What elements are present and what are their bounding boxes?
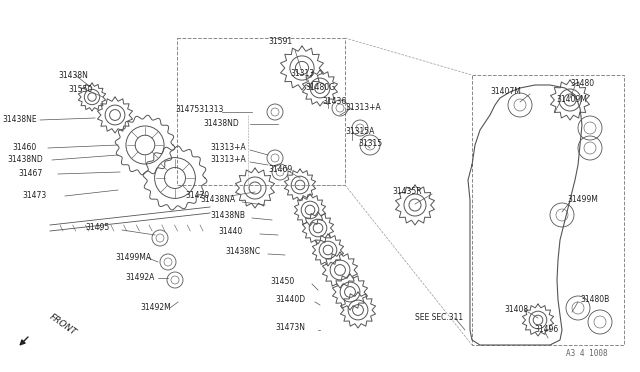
Text: 31435R: 31435R <box>392 187 422 196</box>
Text: 31467: 31467 <box>18 170 42 179</box>
Text: 31440D: 31440D <box>275 295 305 305</box>
Text: 31496: 31496 <box>534 326 558 334</box>
Text: 31550: 31550 <box>68 84 92 93</box>
Bar <box>177 38 345 185</box>
Text: 31480B: 31480B <box>580 295 609 305</box>
Text: 31473N: 31473N <box>275 324 305 333</box>
Text: 31480G: 31480G <box>305 83 335 93</box>
Text: 31469: 31469 <box>268 166 292 174</box>
Text: 31436: 31436 <box>322 96 346 106</box>
Text: 31408: 31408 <box>504 305 528 314</box>
Text: 31438NB: 31438NB <box>210 212 245 221</box>
Text: 31499M: 31499M <box>567 196 598 205</box>
Text: 31409M: 31409M <box>556 96 587 105</box>
Text: 31450: 31450 <box>270 278 294 286</box>
Text: 31480: 31480 <box>570 80 594 89</box>
Bar <box>472 75 624 345</box>
Text: 31407M: 31407M <box>490 87 521 96</box>
Text: 31492M: 31492M <box>140 304 171 312</box>
Text: 31492A: 31492A <box>125 273 154 282</box>
Text: 31438NC: 31438NC <box>225 247 260 257</box>
Text: FRONT: FRONT <box>48 312 78 337</box>
Text: A3 4 1008: A3 4 1008 <box>566 349 608 358</box>
Text: 3147531313: 3147531313 <box>175 106 223 115</box>
Text: 31460: 31460 <box>12 144 36 153</box>
Text: 31438N: 31438N <box>58 71 88 80</box>
Text: 31473: 31473 <box>22 192 46 201</box>
Text: 31440: 31440 <box>218 228 243 237</box>
Text: 31438NA: 31438NA <box>200 196 235 205</box>
Text: 31313+A: 31313+A <box>210 144 246 153</box>
Text: 31438NE: 31438NE <box>2 115 36 125</box>
Text: 31495: 31495 <box>85 224 109 232</box>
Text: 31420: 31420 <box>185 192 209 201</box>
Text: 31438ND: 31438ND <box>7 155 43 164</box>
Text: 31313: 31313 <box>290 68 314 77</box>
Text: SEE SEC.311: SEE SEC.311 <box>415 314 463 323</box>
Text: 31499MA: 31499MA <box>115 253 151 263</box>
Text: 31315A: 31315A <box>345 128 374 137</box>
Text: 31315: 31315 <box>358 140 382 148</box>
Text: 31438ND: 31438ND <box>203 119 239 128</box>
Text: 31313+A: 31313+A <box>210 155 246 164</box>
Text: 31313+A: 31313+A <box>345 103 381 112</box>
Text: 31591: 31591 <box>268 38 292 46</box>
